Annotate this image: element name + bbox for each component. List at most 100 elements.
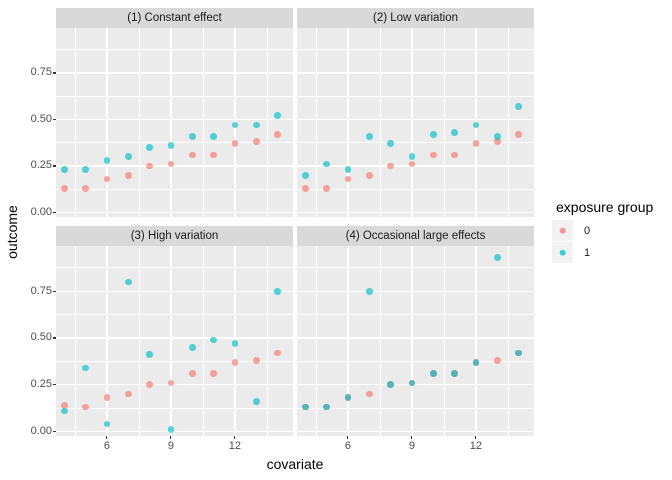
data-point-group1: [146, 351, 153, 359]
y-tick-mark: [53, 290, 56, 292]
data-point-group1: [515, 349, 522, 357]
data-point-group1: [344, 394, 352, 402]
data-point-group1: [231, 340, 239, 347]
minor-gridline-v: [202, 246, 204, 436]
data-point-group1: [188, 132, 196, 140]
data-point-group1: [429, 131, 437, 138]
minor-gridline-h: [297, 188, 534, 190]
data-point-group1: [429, 370, 437, 377]
y-tick-mark: [53, 72, 56, 74]
legend-entry-0: 0: [552, 220, 653, 241]
y-tick-label: 0.25: [30, 159, 52, 172]
facet-panel-3: [56, 246, 293, 436]
data-point-group1: [167, 426, 175, 433]
minor-gridline-v: [443, 246, 445, 436]
data-point-group1: [408, 153, 416, 160]
x-tick-mark: [234, 436, 236, 439]
data-point-group0: [82, 403, 89, 411]
legend-title: exposure group: [556, 199, 654, 215]
major-gridline-h: [297, 384, 534, 386]
data-point-group0: [365, 390, 373, 398]
minor-gridline-h: [297, 407, 534, 409]
facet-title-4: (4) Occasional large effects: [345, 230, 486, 242]
y-tick-label: 0.50: [30, 331, 52, 344]
data-point-group1: [167, 142, 175, 149]
data-point-group1: [146, 144, 153, 151]
y-tick-mark: [53, 384, 56, 386]
data-point-group0: [60, 184, 68, 192]
data-point-group0: [301, 184, 309, 192]
minor-gridline-h: [56, 142, 293, 144]
major-gridline-v: [347, 246, 349, 436]
data-point-group0: [365, 171, 373, 179]
data-point-group1: [493, 132, 501, 140]
data-point-group0: [188, 151, 196, 159]
legend-key-box-0: [552, 220, 573, 241]
minor-gridline-v: [507, 246, 509, 436]
facet-strip-2: (2) Low variation: [297, 8, 534, 28]
y-tick-mark: [53, 211, 56, 213]
minor-gridline-v: [138, 246, 140, 436]
x-axis-title: covariate: [266, 456, 324, 472]
data-point-group0: [124, 390, 132, 398]
legend-label-1: 1: [584, 246, 591, 259]
facet-title-3: (3) High variation: [130, 230, 219, 242]
minor-gridline-v: [315, 246, 317, 436]
data-point-group0: [210, 151, 217, 159]
minor-gridline-h: [297, 49, 534, 51]
data-point-group0: [493, 138, 501, 146]
data-point-group0: [146, 162, 153, 170]
x-tick-mark: [475, 436, 477, 439]
minor-gridline-h: [56, 360, 293, 362]
data-point-group1: [515, 103, 522, 110]
major-gridline-h: [56, 430, 293, 433]
minor-gridline-h: [297, 314, 534, 315]
major-gridline-h: [297, 430, 534, 433]
data-point-group1: [103, 157, 111, 164]
minor-gridline-v: [379, 246, 381, 436]
minor-gridline-v: [202, 28, 204, 217]
data-point-group0: [146, 381, 153, 388]
x-tick-label: 9: [408, 440, 415, 452]
data-point-group0: [231, 140, 239, 147]
major-gridline-v: [347, 28, 349, 217]
data-point-group1: [231, 121, 239, 129]
data-point-group0: [188, 370, 196, 377]
y-tick-mark: [53, 118, 56, 121]
facet-panel-2: [297, 28, 534, 217]
major-gridline-v: [106, 28, 108, 217]
data-point-group1: [301, 403, 309, 411]
minor-gridline-h: [297, 267, 534, 269]
data-point-group0: [451, 151, 458, 159]
data-point-group1: [451, 129, 458, 136]
major-gridline-h: [56, 337, 293, 339]
y-tick-label: 0.00: [30, 424, 52, 437]
data-point-group1: [365, 287, 373, 295]
data-point-group0: [274, 131, 281, 138]
y-axis-title: outcome: [4, 205, 20, 259]
legend-point-icon-group1: [559, 249, 566, 256]
facet-title-2: (2) Low variation: [372, 12, 458, 24]
x-tick-label: 6: [103, 440, 111, 452]
data-point-group1: [252, 398, 260, 405]
data-point-group0: [344, 175, 352, 183]
y-tick-label: 0.25: [30, 378, 52, 391]
data-point-group1: [252, 121, 260, 129]
y-tick-label: 0.75: [30, 66, 52, 79]
x-tick-label: 12: [228, 440, 242, 452]
minor-gridline-v: [315, 28, 317, 217]
data-point-group1: [451, 370, 458, 377]
data-point-group0: [387, 162, 394, 170]
minor-gridline-v: [266, 246, 268, 436]
x-tick-mark: [106, 436, 108, 439]
major-gridline-v: [411, 28, 413, 217]
data-point-group0: [82, 184, 89, 192]
data-point-group0: [252, 138, 260, 146]
legend: exposure group 0 1: [552, 199, 653, 264]
facet-panel-1: [56, 28, 293, 217]
data-point-group1: [344, 166, 352, 173]
legend-entry-1: 1: [552, 242, 653, 263]
major-gridline-v: [106, 246, 108, 436]
x-tick-label: 9: [167, 440, 174, 452]
